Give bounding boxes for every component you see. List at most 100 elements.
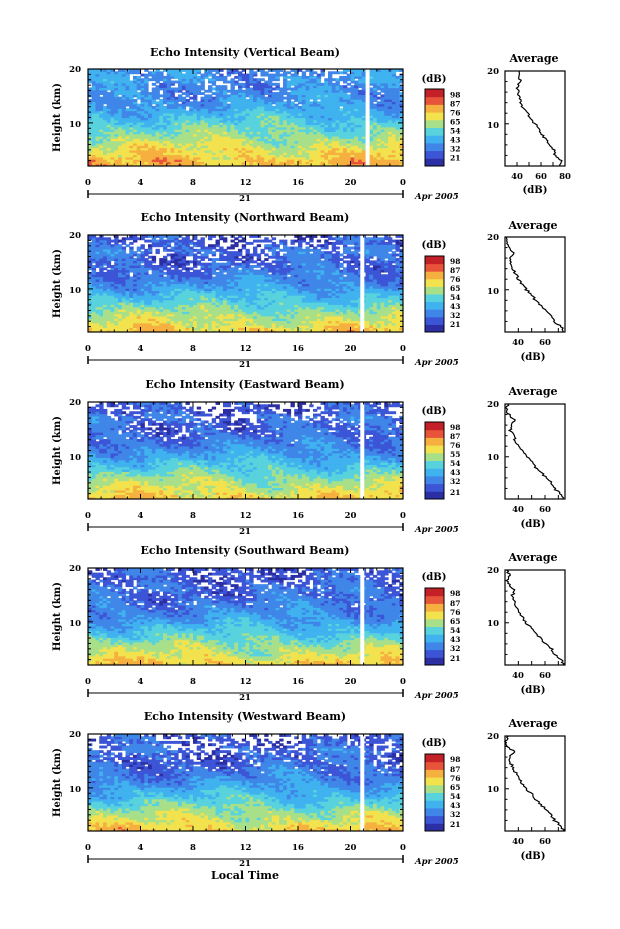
heatmap-cell — [343, 145, 348, 149]
heatmap-cell — [200, 299, 205, 303]
heatmap-cell — [211, 290, 217, 294]
heatmap-cell — [388, 315, 393, 319]
heatmap-cell — [241, 94, 247, 98]
heatmap-cell — [204, 129, 209, 132]
heatmap-cell — [170, 147, 175, 151]
heatmap-cell — [245, 295, 250, 298]
heatmap-cell — [388, 308, 393, 312]
heatmap-cell — [309, 82, 314, 86]
heatmap-cell — [388, 154, 393, 158]
heatmap-cell — [399, 101, 403, 105]
heatmap-cell — [376, 327, 382, 331]
heatmap-cell — [133, 290, 138, 294]
heatmap-cell — [354, 140, 359, 144]
heatmap-cell — [189, 103, 194, 107]
heatmap-cell — [136, 308, 142, 312]
heatmap-cell — [286, 311, 292, 315]
heatmap-cell — [125, 327, 130, 331]
heatmap-cell — [219, 75, 224, 79]
heatmap-cell — [219, 89, 224, 93]
heatmap-cell — [95, 306, 100, 310]
heatmap-cell — [129, 126, 134, 130]
heatmap-cell — [163, 304, 168, 308]
heatmap-cell — [286, 152, 292, 156]
heatmap-cell — [384, 327, 389, 331]
heatmap-cell — [193, 133, 198, 137]
heatmap-cell — [286, 80, 292, 84]
heatmap-cell — [350, 108, 355, 112]
heatmap-cell — [174, 311, 179, 315]
heatmap-cell — [361, 73, 367, 77]
heatmap-cell — [136, 290, 142, 294]
heatmap-cell — [256, 156, 262, 160]
heatmap-cell — [114, 87, 119, 91]
heatmap-cell — [369, 318, 374, 322]
heatmap-cell — [234, 138, 239, 142]
heatmap-cell — [223, 311, 228, 315]
heatmap-cell — [110, 96, 115, 100]
heatmap-cell — [343, 112, 348, 116]
heatmap-cell — [301, 82, 307, 86]
heatmap-cell — [159, 147, 164, 151]
heatmap-cell — [388, 122, 393, 126]
heatmap-cell — [181, 320, 187, 324]
heatmap-cell — [200, 154, 205, 158]
heatmap-cell — [380, 159, 385, 162]
heatmap-cell — [253, 297, 258, 301]
heatmap-cell — [219, 131, 224, 135]
heatmap-cell — [350, 320, 355, 324]
heatmap-cell — [376, 75, 382, 79]
heatmap-cell — [174, 89, 179, 93]
heatmap-cell — [155, 69, 160, 72]
heatmap-cell — [136, 161, 142, 165]
heatmap-cell — [95, 124, 100, 128]
heatmap-cell — [151, 149, 157, 153]
heatmap-cell — [95, 73, 100, 77]
heatmap-cell — [354, 124, 359, 128]
heatmap-cell — [384, 149, 389, 153]
heatmap-cell — [163, 119, 168, 123]
heatmap-cell — [361, 82, 367, 86]
heatmap-cell — [384, 133, 389, 137]
heatmap-cell — [129, 89, 134, 93]
heatmap-cell — [384, 108, 389, 112]
heatmap-cell — [95, 318, 100, 322]
heatmap-cell — [324, 112, 329, 116]
heatmap-cell — [271, 325, 277, 328]
heatmap-cell — [215, 295, 220, 298]
heatmap-cell — [290, 75, 295, 79]
heatmap-cell — [253, 290, 258, 294]
heatmap-cell — [125, 156, 130, 160]
heatmap-cell — [384, 138, 389, 142]
heatmap-cell — [249, 131, 254, 135]
heatmap-cell — [129, 101, 134, 105]
heatmap-cell — [223, 124, 228, 128]
heatmap-cell — [399, 149, 403, 153]
heatmap-cell — [151, 306, 157, 310]
heatmap-cell — [91, 96, 97, 100]
heatmap-cell — [286, 145, 292, 149]
heatmap-cell — [380, 325, 385, 328]
heatmap-cell — [144, 101, 149, 105]
heatmap-cell — [189, 92, 194, 96]
heatmap-cell — [241, 142, 247, 146]
heatmap-cell — [129, 327, 134, 331]
heatmap-cell — [260, 78, 265, 82]
heatmap-cell — [181, 304, 187, 308]
heatmap-cell — [174, 135, 179, 139]
heatmap-cell — [298, 163, 303, 166]
heatmap-cell — [328, 156, 333, 160]
heatmap-cell — [241, 297, 247, 301]
heatmap-cell — [384, 299, 389, 303]
heatmap-cell — [129, 308, 134, 312]
heatmap-cell — [144, 135, 149, 139]
heatmap-cell — [358, 163, 363, 166]
heatmap-cell — [140, 103, 145, 107]
heatmap-cell — [238, 99, 243, 102]
heatmap-cell — [159, 131, 164, 135]
heatmap-cell — [331, 149, 337, 153]
heatmap-cell — [298, 135, 303, 139]
heatmap-cell — [91, 138, 97, 142]
heatmap-cell — [170, 322, 175, 326]
heatmap-cell — [358, 322, 363, 326]
